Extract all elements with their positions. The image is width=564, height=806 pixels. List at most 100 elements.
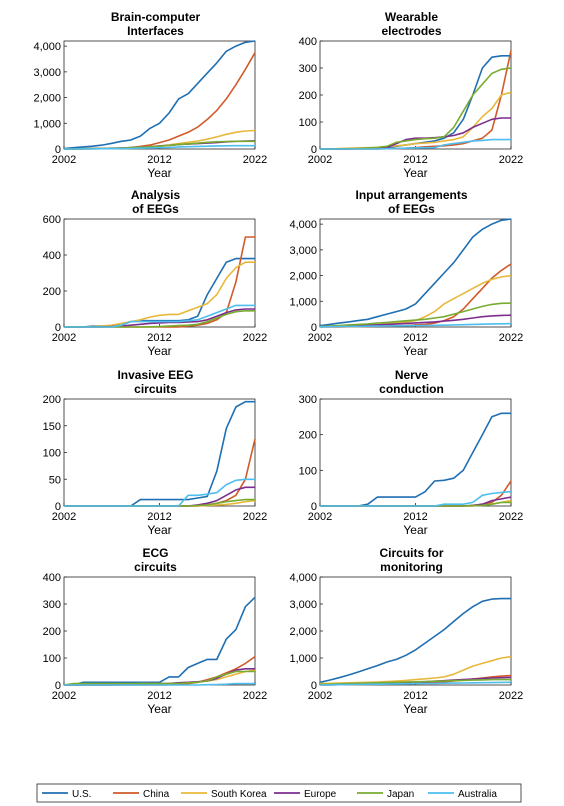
panel-4-xtick-label: 2002 bbox=[308, 332, 332, 344]
legend-label-u-s: U.S. bbox=[72, 789, 91, 800]
panel-2-ytick-label: 300 bbox=[299, 63, 317, 75]
panel-1-xtick-label: 2012 bbox=[147, 154, 171, 166]
panel-4-series-japan bbox=[319, 302, 512, 328]
panel-5-ytick-label: 150 bbox=[43, 421, 61, 433]
legend-label-australia: Australia bbox=[458, 789, 497, 800]
panel-6-series-china bbox=[320, 480, 512, 507]
panel-5-series-u-s bbox=[64, 400, 255, 507]
panel-8-plot-frame bbox=[319, 576, 512, 686]
legend: U.S. China South Korea Europe Japan Australia bbox=[36, 783, 522, 803]
panel-6-ytick-label: 300 bbox=[299, 394, 317, 406]
panel-4-series-australia bbox=[319, 322, 512, 328]
panel-4-series-europe bbox=[319, 314, 512, 328]
panel-5-series-australia bbox=[64, 478, 255, 507]
panel-8-xtick-label: 2022 bbox=[499, 690, 523, 702]
panel-2-xlabel: Year bbox=[403, 166, 427, 180]
panel-5-ytick-label: 50 bbox=[49, 474, 61, 486]
panel-5-xlabel: Year bbox=[147, 523, 171, 537]
panel-6-plot-frame bbox=[319, 398, 512, 507]
panel-2-ytick-label: 400 bbox=[299, 36, 317, 48]
panel-1-ytick-label: 1,000 bbox=[33, 118, 61, 130]
panel-4-ytick-label: 4,000 bbox=[289, 219, 317, 231]
panel-4-xtick-label: 2012 bbox=[403, 332, 427, 344]
panel-7-series-u-s bbox=[64, 596, 256, 686]
legend-label-south-korea: South Korea bbox=[211, 789, 267, 800]
panel-8-title-line-2: monitoring bbox=[380, 560, 443, 574]
panel-7-xtick-label: 2002 bbox=[52, 690, 76, 702]
panel-4-series-china bbox=[320, 263, 512, 328]
panel-2-series-china bbox=[320, 50, 512, 150]
panel-1-ytick-label: 3,000 bbox=[33, 67, 61, 79]
panel-7-ytick-label: 300 bbox=[43, 599, 61, 611]
panel-7-xtick-label: 2012 bbox=[147, 690, 171, 702]
panel-7-ytick-label: 0 bbox=[55, 680, 61, 692]
panel-1-xtick-label: 2022 bbox=[243, 154, 267, 166]
panel-8-ytick-label: 4,000 bbox=[289, 572, 317, 584]
panel-5-xtick-label: 2002 bbox=[52, 511, 76, 523]
panel-2-ytick-label: 0 bbox=[311, 144, 317, 156]
panel-1-title-line-2: Interfaces bbox=[127, 24, 184, 38]
panel-7-ytick-label: 400 bbox=[43, 572, 61, 584]
panel-3-series-south-korea bbox=[64, 261, 255, 328]
panel-1-plot-frame bbox=[63, 40, 256, 150]
panel-7-ytick-label: 200 bbox=[43, 626, 61, 638]
panel-6-series-u-s bbox=[320, 412, 511, 507]
panel-3-xtick-label: 2022 bbox=[243, 332, 267, 344]
panel-8-ytick-label: 1,000 bbox=[289, 653, 317, 665]
panel-5-ytick-label: 200 bbox=[43, 394, 61, 406]
panel-7-title-line-2: circuits bbox=[134, 560, 177, 574]
panel-3-title-line-2: of EEGs bbox=[132, 202, 179, 216]
panel-2-ytick-label: 200 bbox=[299, 90, 317, 102]
panel-6-series-australia bbox=[320, 490, 512, 507]
panel-3-xtick-label: 2002 bbox=[52, 332, 76, 344]
panel-5-ytick-label: 100 bbox=[43, 448, 61, 460]
panel-6-ytick-label: 0 bbox=[311, 501, 317, 513]
panel-4-xtick-label: 2022 bbox=[499, 332, 523, 344]
panel-4-title-line-1: Input arrangements bbox=[355, 188, 467, 202]
panel-5-xtick-label: 2012 bbox=[147, 511, 171, 523]
panel-1-ytick-label: 0 bbox=[55, 144, 61, 156]
panel-2-ytick-label: 100 bbox=[299, 117, 317, 129]
panel-6-title-line-1: Nerve bbox=[395, 368, 429, 382]
panel-1-series-u-s bbox=[63, 40, 256, 150]
panel-4-xlabel: Year bbox=[403, 344, 427, 358]
panel-3-series-australia bbox=[64, 304, 255, 328]
panel-2-title-line-1: Wearable bbox=[385, 10, 438, 24]
panel-8-ytick-label: 0 bbox=[311, 680, 317, 692]
panel-3-ytick-label: 600 bbox=[43, 214, 61, 226]
panel-7-series-japan bbox=[63, 670, 255, 686]
panel-3-series-china bbox=[64, 236, 255, 328]
panel-8-ytick-label: 3,000 bbox=[289, 599, 317, 611]
panel-8-title-line-1: Circuits for bbox=[379, 546, 443, 560]
panel-5-ytick-label: 0 bbox=[55, 501, 61, 513]
panel-5-title-line-2: circuits bbox=[134, 382, 177, 396]
panel-3-xtick-label: 2012 bbox=[147, 332, 171, 344]
panel-1-series-australia bbox=[64, 144, 255, 150]
panel-1-xlabel: Year bbox=[147, 166, 171, 180]
panel-6-xtick-label: 2022 bbox=[499, 511, 523, 523]
panel-2-xtick-label: 2012 bbox=[403, 154, 427, 166]
legend-label-europe: Europe bbox=[304, 789, 337, 800]
panel-8-ytick-label: 2,000 bbox=[289, 626, 317, 638]
panel-3-title-line-1: Analysis bbox=[131, 188, 181, 202]
panel-1-ytick-label: 2,000 bbox=[33, 93, 61, 105]
panel-6-xtick-label: 2002 bbox=[308, 511, 332, 523]
panel-5-title-line-1: Invasive EEG bbox=[117, 368, 193, 382]
panel-8-xlabel: Year bbox=[403, 702, 427, 716]
panel-4-title-line-2: of EEGs bbox=[388, 202, 435, 216]
panel-2-xtick-label: 2022 bbox=[499, 154, 523, 166]
panel-3-ytick-label: 200 bbox=[43, 286, 61, 298]
panel-7-title-line-1: ECG bbox=[142, 546, 168, 560]
panel-4-ytick-label: 2,000 bbox=[289, 271, 317, 283]
panel-4-ytick-label: 3,000 bbox=[289, 245, 317, 257]
panel-4-ytick-label: 1,000 bbox=[289, 296, 317, 308]
panel-5-plot-frame bbox=[63, 398, 256, 507]
panel-7-ytick-label: 100 bbox=[43, 653, 61, 665]
panel-6-xtick-label: 2012 bbox=[403, 511, 427, 523]
